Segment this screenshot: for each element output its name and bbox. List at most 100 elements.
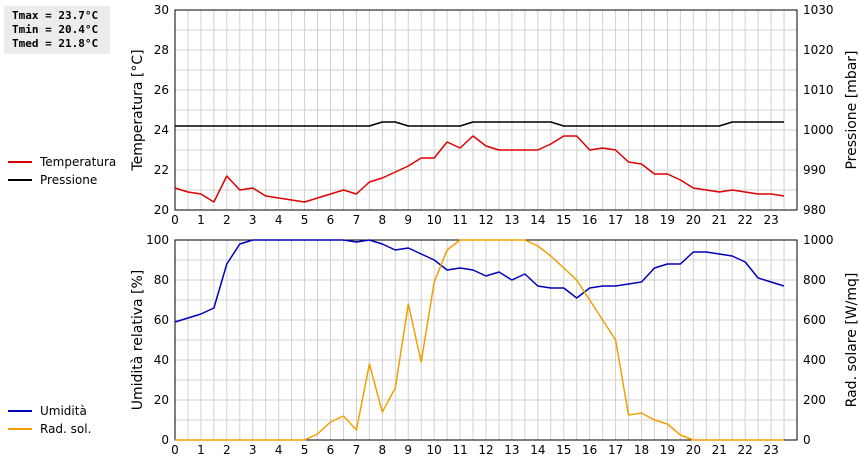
upper-x-tick-label: 16 <box>582 213 597 227</box>
series-line-rad-sol <box>175 239 784 441</box>
legend-item-humidity: Umidità <box>8 402 91 420</box>
upper-y2-tick-label: 1010 <box>803 83 834 97</box>
upper-y2-tick-label: 980 <box>803 203 826 217</box>
upper-x-tick-label: 15 <box>556 213 571 227</box>
upper-x-tick-label: 1 <box>197 213 205 227</box>
lower-y-tick-label: 100 <box>146 233 169 247</box>
upper-x-tick-label: 11 <box>452 213 467 227</box>
legend-top: Temperatura Pressione <box>8 153 116 189</box>
lower-x-tick-label: 17 <box>608 443 623 457</box>
stats-box: Tmax = 23.7°C Tmin = 20.4°C Tmed = 21.8°… <box>4 6 110 54</box>
legend-item-pressure: Pressione <box>8 171 116 189</box>
upper-x-tick-label: 20 <box>686 213 701 227</box>
upper-x-tick-label: 8 <box>379 213 387 227</box>
series-line-temperatura <box>174 135 785 203</box>
lower-y2-tick-label: 800 <box>803 273 826 287</box>
legend-label-humidity: Umidità <box>40 404 87 418</box>
upper-y-axis-title: Temperatura [°C] <box>130 49 146 171</box>
upper-y2-tick-label: 1000 <box>803 123 834 137</box>
lower-x-tick-label: 12 <box>478 443 493 457</box>
upper-panel: 0 1 2 3 4 5 6 7 8 9 10 11 12 13 14 15 16 17 18 19 20 21 22 2320… <box>130 3 860 227</box>
lower-x-tick-label: 10 <box>427 443 442 457</box>
upper-x-tick-label: 7 <box>353 213 361 227</box>
legend-item-temperature: Temperatura <box>8 153 116 171</box>
upper-x-tick-label: 17 <box>608 213 623 227</box>
legend-label-temperature: Temperatura <box>40 155 117 169</box>
lower-y-tick-label: 80 <box>154 273 169 287</box>
radiation-swatch <box>8 428 32 430</box>
upper-x-tick-label: 5 <box>301 213 309 227</box>
lower-x-tick-label: 23 <box>763 443 778 457</box>
lower-y2-tick-label: 1000 <box>803 233 834 247</box>
upper-x-tick-label: 19 <box>660 213 675 227</box>
pressure-swatch <box>8 179 32 181</box>
upper-y2-tick-label: 990 <box>803 163 826 177</box>
lower-x-tick-label: 2 <box>223 443 231 457</box>
lower-y-tick-label: 0 <box>161 433 169 447</box>
lower-x-tick-label: 7 <box>353 443 361 457</box>
series-line-pressione <box>175 121 784 127</box>
humidity-swatch <box>8 410 32 412</box>
upper-y-tick-label: 26 <box>154 83 169 97</box>
lower-x-tick-label: 8 <box>379 443 387 457</box>
upper-y2-tick-label: 1030 <box>803 3 834 17</box>
lower-x-tick-label: 16 <box>582 443 597 457</box>
lower-x-tick-label: 14 <box>530 443 545 457</box>
series-line-umidit <box>174 239 785 323</box>
lower-x-tick-label: 4 <box>275 443 283 457</box>
lower-y2-tick-label: 400 <box>803 353 826 367</box>
lower-y2-tick-label: 600 <box>803 313 826 327</box>
upper-y-tick-label: 30 <box>154 3 169 17</box>
lower-y2-tick-label: 0 <box>803 433 811 447</box>
temperature-swatch <box>8 161 32 163</box>
lower-x-tick-label: 13 <box>504 443 519 457</box>
upper-y2-axis-title: Pressione [mbar] <box>844 50 860 169</box>
lower-x-tick-label: 9 <box>404 443 412 457</box>
upper-x-tick-label: 3 <box>249 213 257 227</box>
upper-x-tick-label: 9 <box>404 213 412 227</box>
upper-x-tick-label: 13 <box>504 213 519 227</box>
lower-x-tick-label: 6 <box>327 443 335 457</box>
upper-y-tick-label: 28 <box>154 43 169 57</box>
upper-x-tick-label: 4 <box>275 213 283 227</box>
lower-x-tick-label: 5 <box>301 443 309 457</box>
lower-x-tick-label: 18 <box>634 443 649 457</box>
upper-x-tick-label: 12 <box>478 213 493 227</box>
upper-y-tick-label: 20 <box>154 203 169 217</box>
lower-x-tick-label: 20 <box>686 443 701 457</box>
upper-x-tick-label: 2 <box>223 213 231 227</box>
upper-y-tick-label: 24 <box>154 123 169 137</box>
lower-y-axis-title: Umidità relativa [%] <box>130 270 146 411</box>
lower-x-tick-label: 3 <box>249 443 257 457</box>
lower-x-tick-label: 11 <box>452 443 467 457</box>
legend-label-radiation: Rad. sol. <box>40 422 92 436</box>
upper-x-tick-label: 23 <box>763 213 778 227</box>
lower-x-tick-label: 0 <box>171 443 179 457</box>
upper-x-tick-label: 6 <box>327 213 335 227</box>
lower-y2-axis-title: Rad. solare [W/mq] <box>844 273 860 408</box>
upper-y2-tick-label: 1020 <box>803 43 834 57</box>
lower-x-tick-label: 15 <box>556 443 571 457</box>
tmed-label: Tmed = 21.8°C <box>12 37 99 50</box>
lower-x-tick-label: 19 <box>660 443 675 457</box>
lower-y-tick-label: 60 <box>154 313 169 327</box>
upper-frame <box>174 9 798 211</box>
legend-item-radiation: Rad. sol. <box>8 420 91 438</box>
lower-x-tick-label: 1 <box>197 443 205 457</box>
upper-x-tick-label: 21 <box>712 213 727 227</box>
lower-x-tick-label: 21 <box>712 443 727 457</box>
lower-y-tick-label: 20 <box>154 393 169 407</box>
lower-x-tick-label: 22 <box>738 443 753 457</box>
lower-y2-tick-label: 200 <box>803 393 826 407</box>
legend-label-pressure: Pressione <box>40 173 98 187</box>
tmin-label: Tmin = 20.4°C <box>12 23 99 36</box>
upper-x-tick-label: 18 <box>634 213 649 227</box>
legend-bottom: Umidità Rad. sol. <box>8 402 91 438</box>
lower-panel: 0 1 2 3 4 5 6 7 8 9 10 11 12 13 14 15 16 17 18 19 20 21 22 2302… <box>130 233 860 457</box>
lower-y-tick-label: 40 <box>154 353 169 367</box>
upper-x-tick-label: 0 <box>171 213 179 227</box>
upper-x-tick-label: 10 <box>427 213 442 227</box>
upper-y-tick-label: 22 <box>154 163 169 177</box>
upper-x-tick-label: 14 <box>530 213 545 227</box>
